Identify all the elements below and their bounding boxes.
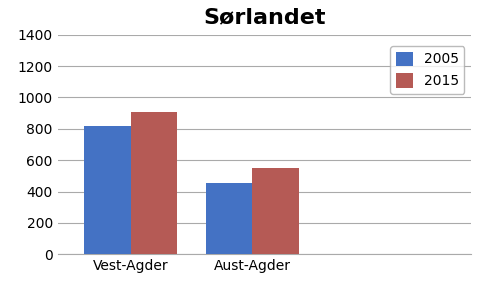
Bar xyxy=(206,183,252,254)
Bar xyxy=(252,168,298,254)
Legend: 2005, 2015: 2005, 2015 xyxy=(390,46,464,94)
Bar xyxy=(84,127,131,254)
Bar xyxy=(131,112,177,254)
Title: Sørlandet: Sørlandet xyxy=(203,8,325,27)
